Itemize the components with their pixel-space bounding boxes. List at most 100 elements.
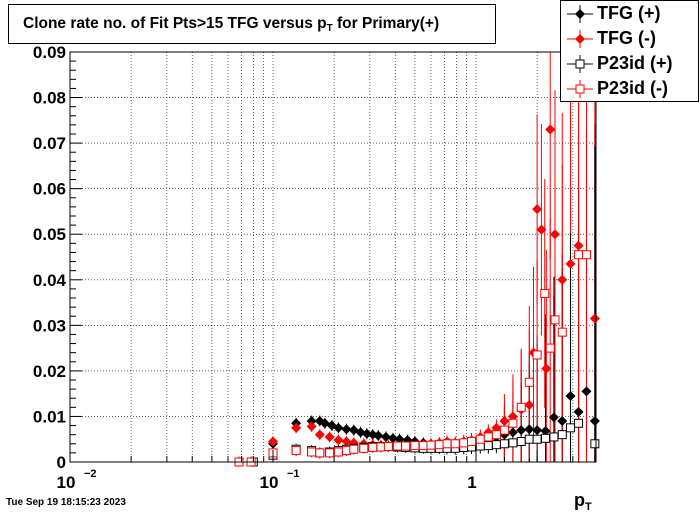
data-point (545, 124, 556, 135)
data-point (541, 363, 552, 374)
chart-title-sub: T (326, 23, 333, 34)
data-point (550, 229, 561, 240)
y-tick-label: 0 (57, 453, 66, 472)
data-point (524, 377, 534, 387)
data-point (536, 224, 547, 235)
data-point (557, 327, 567, 337)
y-tick-label: 0.09 (33, 43, 66, 62)
x-axis-title-main: p (574, 490, 585, 510)
data-point (557, 274, 568, 285)
data-point (341, 436, 352, 447)
data-point (306, 421, 317, 432)
data-point (333, 435, 344, 446)
data-point (368, 442, 378, 452)
data-point (590, 439, 600, 449)
data-point (341, 446, 351, 456)
y-tick-label: 0.08 (33, 89, 66, 108)
data-point (324, 431, 335, 442)
data-point (383, 442, 393, 452)
data-point (475, 434, 485, 444)
legend-diamond-red-icon (567, 30, 593, 48)
data-point (589, 313, 600, 324)
data-point (333, 447, 343, 457)
legend-entry-p23id-plus: P23id (+) (561, 51, 698, 76)
data-point (418, 441, 428, 451)
data-point (401, 441, 411, 451)
legend-entry-tfg-minus: TFG (-) (561, 26, 698, 51)
data-point (565, 390, 576, 401)
data-point (359, 443, 369, 453)
y-tick-label: 0.04 (33, 271, 67, 290)
legend-square-black-icon (567, 55, 593, 73)
data-point (491, 430, 501, 440)
data-point (392, 441, 402, 451)
data-point (549, 432, 559, 442)
legend-label: P23id (-) (597, 78, 669, 98)
data-point (450, 439, 460, 449)
data-point (376, 442, 386, 452)
data-point (442, 439, 452, 449)
data-point (380, 431, 391, 442)
data-point (373, 430, 384, 441)
data-point (508, 418, 518, 428)
data-point (574, 418, 584, 428)
x-axis-title: pT (574, 490, 592, 513)
data-point (573, 406, 584, 417)
chart-title-tail: for Primary(+) (332, 15, 440, 32)
data-point (499, 439, 509, 449)
legend-label: P23id (+) (597, 53, 673, 73)
data-point (434, 440, 444, 450)
data-point (574, 250, 584, 260)
x-tick-exponent: −1 (287, 468, 300, 480)
legend-entry-tfg-plus: TFG (+) (561, 1, 698, 26)
data-point (516, 437, 526, 446)
legend-entry-p23id-minus: P23id (-) (561, 76, 698, 101)
data-point (466, 437, 476, 446)
data-point (565, 423, 575, 433)
y-tick-label: 0.07 (33, 134, 66, 153)
data-point (499, 425, 509, 435)
plot-frame (69, 51, 597, 463)
legend-label: TFG (-) (597, 28, 656, 48)
x-tick-label: 10 (260, 473, 279, 492)
timestamp: Tue Sep 19 18:15:23 2023 (6, 497, 126, 508)
data-point (524, 424, 535, 435)
data-point (573, 240, 584, 251)
data-point (557, 416, 568, 426)
chart-title: Clone rate no. of Fit Pts>15 TFG versus … (8, 4, 496, 44)
x-axis-title-sub: T (585, 501, 592, 513)
y-tick-label: 0.01 (33, 407, 66, 426)
data-point (516, 402, 526, 412)
data-point (341, 424, 352, 435)
data-points (234, 124, 600, 467)
y-tick-label: 0.06 (33, 180, 66, 199)
data-point (545, 343, 555, 353)
data-point (540, 288, 550, 298)
data-point (524, 434, 534, 444)
legend-diamond-black-icon (567, 5, 593, 23)
data-point (589, 416, 600, 426)
data-point (540, 426, 551, 437)
data-point (565, 258, 576, 269)
y-tick-label: 0.03 (33, 316, 66, 335)
y-tick-label: 0.05 (33, 225, 66, 244)
legend: TFG (+) TFG (-) P23id (+) P23id (-) (560, 0, 699, 102)
data-point (459, 438, 469, 448)
data-point (541, 433, 551, 443)
data-point (532, 434, 542, 444)
grid-lines (69, 51, 596, 463)
data-point (483, 432, 493, 442)
data-point (314, 429, 325, 440)
data-point (349, 444, 359, 454)
data-point (532, 350, 542, 360)
legend-label: TFG (+) (597, 3, 661, 23)
axes: 00.010.020.030.040.050.060.070.080.0910−… (33, 43, 574, 492)
data-point (333, 422, 344, 433)
data-point (499, 416, 510, 426)
y-tick-label: 0.02 (33, 362, 66, 381)
data-point (291, 446, 301, 456)
x-tick-label: 10 (57, 473, 76, 492)
data-point (387, 433, 398, 444)
data-point (581, 386, 592, 397)
